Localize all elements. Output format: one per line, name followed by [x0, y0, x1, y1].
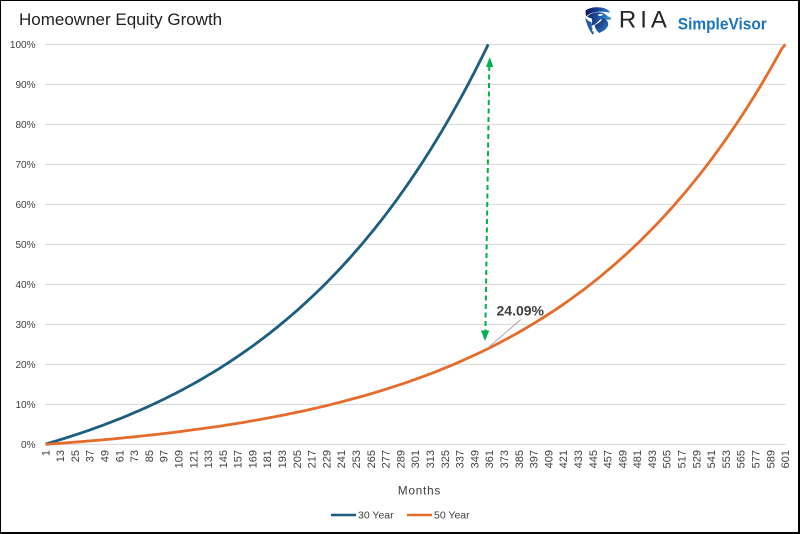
svg-text:565: 565 — [736, 450, 748, 468]
svg-text:541: 541 — [706, 450, 718, 468]
svg-text:61: 61 — [114, 450, 126, 462]
svg-text:229: 229 — [321, 450, 333, 468]
svg-text:169: 169 — [247, 450, 259, 468]
svg-text:50%: 50% — [15, 240, 35, 251]
svg-text:253: 253 — [351, 450, 363, 468]
svg-text:RIA: RIA — [619, 7, 671, 34]
svg-text:133: 133 — [203, 450, 215, 468]
svg-text:433: 433 — [573, 450, 585, 468]
svg-text:421: 421 — [558, 450, 570, 468]
svg-text:20%: 20% — [15, 360, 35, 371]
svg-text:361: 361 — [484, 450, 496, 468]
svg-text:337: 337 — [455, 450, 467, 468]
svg-text:205: 205 — [292, 450, 304, 468]
svg-text:553: 553 — [721, 450, 733, 468]
svg-text:109: 109 — [174, 450, 186, 468]
svg-text:80%: 80% — [15, 120, 35, 131]
svg-text:493: 493 — [647, 450, 659, 468]
svg-text:30 Year: 30 Year — [358, 510, 394, 522]
svg-text:265: 265 — [366, 450, 378, 468]
svg-text:24.09%: 24.09% — [497, 303, 545, 319]
svg-text:145: 145 — [218, 450, 230, 468]
svg-text:529: 529 — [691, 450, 703, 468]
svg-text:73: 73 — [129, 450, 141, 462]
svg-text:85: 85 — [144, 450, 156, 462]
svg-text:25: 25 — [70, 450, 82, 462]
svg-text:373: 373 — [499, 450, 511, 468]
svg-text:30%: 30% — [15, 320, 35, 331]
svg-text:40%: 40% — [15, 280, 35, 291]
svg-text:517: 517 — [677, 450, 689, 468]
svg-text:241: 241 — [336, 450, 348, 468]
svg-text:193: 193 — [277, 450, 289, 468]
svg-text:90%: 90% — [15, 80, 35, 91]
svg-text:Months: Months — [398, 485, 441, 498]
svg-text:157: 157 — [233, 450, 245, 468]
svg-text:97: 97 — [159, 450, 171, 462]
svg-text:385: 385 — [514, 450, 526, 468]
svg-text:445: 445 — [588, 450, 600, 468]
svg-text:13: 13 — [55, 450, 67, 462]
svg-text:313: 313 — [425, 450, 437, 468]
svg-text:70%: 70% — [15, 160, 35, 171]
svg-text:289: 289 — [395, 450, 407, 468]
svg-text:49: 49 — [100, 450, 112, 462]
svg-text:601: 601 — [780, 450, 792, 468]
svg-text:121: 121 — [188, 450, 200, 468]
svg-text:SimpleVisor: SimpleVisor — [678, 14, 767, 33]
svg-text:577: 577 — [751, 450, 763, 468]
svg-text:50 Year: 50 Year — [434, 510, 470, 522]
svg-text:37: 37 — [85, 450, 97, 462]
svg-text:10%: 10% — [15, 400, 35, 411]
svg-text:301: 301 — [410, 450, 422, 468]
svg-text:181: 181 — [262, 450, 274, 468]
svg-text:589: 589 — [765, 450, 777, 468]
svg-text:1: 1 — [40, 450, 52, 456]
svg-text:457: 457 — [603, 450, 615, 468]
svg-text:0%: 0% — [21, 440, 36, 451]
svg-text:217: 217 — [307, 450, 319, 468]
svg-text:409: 409 — [543, 450, 555, 468]
svg-text:505: 505 — [662, 450, 674, 468]
svg-text:469: 469 — [617, 450, 629, 468]
svg-text:481: 481 — [632, 450, 644, 468]
svg-text:397: 397 — [529, 450, 541, 468]
svg-text:349: 349 — [469, 450, 481, 468]
svg-text:325: 325 — [440, 450, 452, 468]
svg-text:100%: 100% — [10, 40, 36, 51]
svg-text:277: 277 — [381, 450, 393, 468]
svg-text:60%: 60% — [15, 200, 35, 211]
